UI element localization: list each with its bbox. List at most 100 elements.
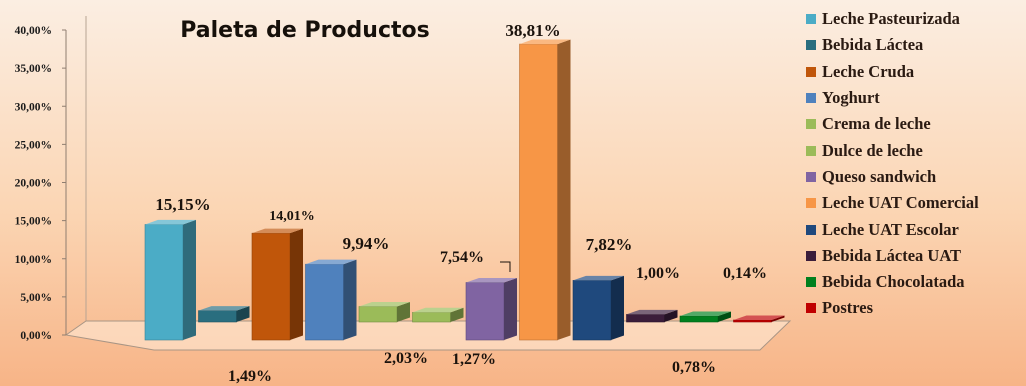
label-leader-line	[500, 261, 511, 272]
bar-side	[397, 301, 410, 322]
bar-top	[252, 228, 303, 234]
y-tick-label: 35,00%	[15, 63, 52, 75]
legend-label: Bebida Chocolatada	[822, 272, 965, 292]
y-tick-label: 25,00%	[15, 139, 52, 151]
bar-front	[572, 280, 612, 341]
bar	[572, 275, 624, 341]
bar-top	[733, 315, 785, 320]
bar-front	[733, 319, 772, 323]
legend-label: Leche UAT Comercial	[822, 193, 979, 213]
data-label: 2,03%	[384, 350, 428, 367]
chart-legend: Leche Pasteurizada Bebida Láctea Leche Cru…	[806, 6, 1026, 322]
bar	[198, 306, 250, 323]
bar-top	[680, 311, 731, 317]
legend-label: Leche Pasteurizada	[822, 9, 960, 29]
legend-swatch	[806, 277, 816, 288]
legend-swatch	[806, 66, 816, 77]
bar-top	[412, 307, 464, 313]
legend-label: Crema de leche	[822, 114, 931, 134]
legend-item: Bebida Láctea UAT	[806, 243, 1026, 269]
bar-front	[412, 312, 451, 323]
bar-side	[664, 309, 678, 322]
data-label: 9,94%	[343, 234, 390, 253]
bar-front	[626, 314, 665, 323]
bar	[519, 39, 571, 341]
legend-item: Leche Cruda	[806, 59, 1026, 85]
bar-front	[679, 315, 719, 323]
data-label: 1,49%	[228, 368, 272, 385]
data-label: 1,00%	[636, 265, 680, 282]
y-tick-label: 30,00%	[15, 101, 52, 113]
bar-side	[611, 275, 624, 340]
bar	[305, 259, 357, 341]
data-label: 1,27%	[452, 351, 496, 368]
bar	[626, 309, 678, 323]
data-label: 7,54%	[440, 249, 484, 266]
legend-swatch	[806, 198, 816, 209]
legend-swatch	[806, 40, 816, 51]
legend-item: Bebida Chocolatada	[806, 269, 1026, 295]
bar-front	[198, 310, 237, 323]
legend-swatch	[806, 14, 816, 25]
bar-top	[359, 301, 410, 307]
legend-label: Dulce de leche	[822, 140, 923, 160]
legend-swatch	[806, 145, 816, 156]
legend-label: Bebida Láctea UAT	[822, 245, 962, 265]
bar-front	[305, 263, 344, 341]
legend-item: Crema de leche	[806, 111, 1026, 137]
legend-item: Dulce de leche	[806, 137, 1026, 163]
y-tick-label: 40,00%	[15, 25, 52, 37]
data-label: 15,15%	[155, 195, 210, 214]
legend-swatch	[806, 224, 816, 235]
bar	[144, 219, 196, 341]
legend-item: Leche UAT Comercial	[806, 190, 1026, 216]
bar	[412, 307, 464, 323]
y-tick-label: 15,00%	[15, 216, 52, 228]
legend-swatch	[806, 119, 816, 130]
bar	[251, 228, 303, 341]
bar-side	[557, 39, 571, 341]
bar-top	[626, 309, 678, 315]
legend-label: Bebida Láctea	[822, 35, 924, 55]
legend-item: Queso sandwich	[806, 164, 1026, 190]
legend-label: Postres	[822, 298, 874, 318]
y-tick-label: 0,00%	[20, 330, 52, 342]
legend-item: Leche UAT Escolar	[806, 216, 1026, 242]
y-tick-label: 5,00%	[20, 292, 52, 304]
bar	[733, 315, 785, 323]
bar-top	[145, 219, 196, 225]
legend-swatch	[806, 93, 816, 104]
bar-side	[236, 306, 250, 322]
legend-item: Bebida Láctea	[806, 32, 1026, 58]
legend-swatch	[806, 303, 816, 314]
bar-front	[251, 232, 291, 341]
legend-label: Queso sandwich	[822, 166, 937, 186]
data-label: 0,78%	[672, 359, 716, 376]
bar-front	[144, 224, 184, 341]
bar	[679, 311, 731, 323]
bar-top	[198, 306, 250, 311]
bar-top	[519, 39, 571, 45]
legend-label: Leche UAT Escolar	[822, 219, 959, 239]
bar-top	[573, 275, 624, 281]
legend-item: Leche Pasteurizada	[806, 6, 1026, 32]
bar-front	[358, 306, 398, 323]
bar-side	[771, 315, 785, 322]
bar-side	[290, 228, 303, 340]
bar-front	[519, 43, 558, 341]
bar-front	[465, 282, 505, 341]
legend-swatch	[806, 250, 816, 261]
bar-side	[343, 259, 357, 340]
bar-top	[466, 277, 517, 283]
data-label: 38,81%	[505, 21, 560, 40]
legend-label: Leche Cruda	[822, 61, 915, 81]
data-label: 14,01%	[269, 209, 315, 224]
bar-side	[183, 219, 196, 340]
legend-item: Postres	[806, 295, 1026, 321]
legend-label: Yoghurt	[822, 88, 880, 108]
bar	[358, 301, 410, 323]
bar-side	[450, 307, 464, 322]
data-label: 0,14%	[723, 265, 767, 282]
